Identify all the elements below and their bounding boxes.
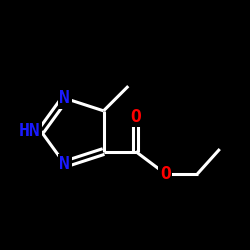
Text: N: N [60,89,70,107]
Text: N: N [60,155,70,173]
Text: O: O [130,108,141,126]
Text: HN: HN [19,122,41,140]
Text: O: O [160,165,171,183]
